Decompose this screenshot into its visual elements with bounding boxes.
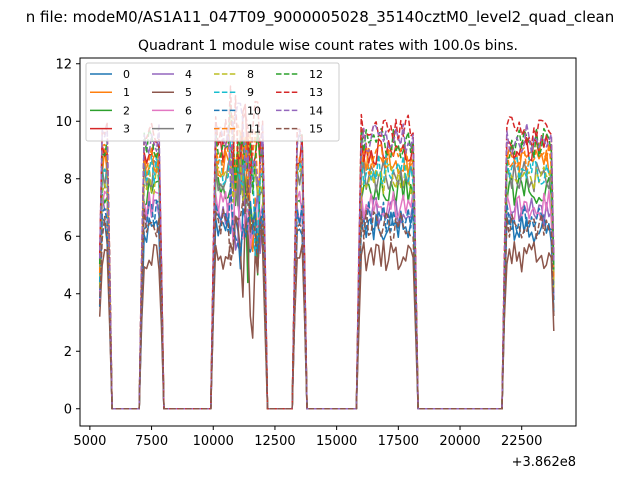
legend-label-14: 14 bbox=[309, 104, 323, 117]
x-tick-label: 5000 bbox=[73, 434, 106, 449]
x-tick-label: 7500 bbox=[135, 434, 168, 449]
y-tick-label: 10 bbox=[55, 115, 72, 130]
legend-label-12: 12 bbox=[309, 68, 323, 81]
chart-title: Quadrant 1 module wise count rates with … bbox=[138, 38, 518, 54]
legend-label-9: 9 bbox=[247, 86, 254, 99]
x-tick-label: 15000 bbox=[316, 434, 357, 449]
legend-frame bbox=[85, 62, 340, 142]
legend-label-5: 5 bbox=[185, 86, 192, 99]
legend-label-7: 7 bbox=[185, 123, 192, 136]
y-tick-label: 2 bbox=[64, 345, 72, 360]
y-tick-label: 0 bbox=[64, 402, 72, 417]
x-tick-label: 12500 bbox=[254, 434, 295, 449]
axis-ticks: 5000 7500 10000 12500 15000 17500 20000 22500 0 2… bbox=[55, 57, 542, 449]
x-offset-label: +3.862e8 bbox=[512, 455, 576, 470]
series-layer bbox=[98, 85, 555, 410]
legend-label-15: 15 bbox=[309, 123, 323, 136]
y-tick-label: 8 bbox=[64, 172, 72, 187]
y-tick-label: 6 bbox=[64, 230, 72, 245]
x-tick-label: 22500 bbox=[501, 434, 542, 449]
legend-label-6: 6 bbox=[185, 104, 192, 117]
legend-label-2: 2 bbox=[123, 104, 130, 117]
series-line-15 bbox=[98, 179, 555, 410]
legend-label-13: 13 bbox=[309, 86, 323, 99]
legend-label-10: 10 bbox=[247, 104, 261, 117]
y-tick-label: 12 bbox=[55, 57, 72, 72]
legend-label-3: 3 bbox=[123, 123, 130, 136]
x-tick-label: 20000 bbox=[439, 434, 480, 449]
x-tick-label: 10000 bbox=[193, 434, 234, 449]
legend-label-4: 4 bbox=[185, 68, 192, 81]
legend-label-11: 11 bbox=[247, 123, 261, 136]
plot-area-frame bbox=[79, 57, 577, 427]
y-tick-label: 4 bbox=[64, 287, 72, 302]
legend-label-8: 8 bbox=[247, 68, 254, 81]
x-tick-label: 17500 bbox=[378, 434, 419, 449]
figure-suptitle: n file: modeM0/AS1A11_047T09_9000005028_… bbox=[26, 8, 615, 27]
legend-label-0: 0 bbox=[123, 68, 130, 81]
legend-label-1: 1 bbox=[123, 86, 130, 99]
